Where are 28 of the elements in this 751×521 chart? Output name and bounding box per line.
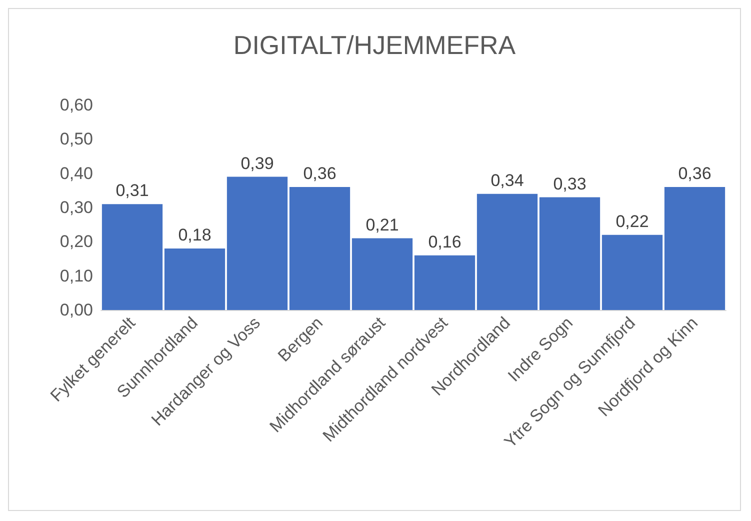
y-tick-label: 0,00 [60,300,93,320]
data-label: 0,33 [553,174,586,194]
data-label: 0,16 [428,232,462,252]
data-label: 0,39 [240,154,274,173]
chart-title: DIGITALT/HJEMMEFRA [233,30,516,60]
data-label: 0,22 [616,212,649,231]
bar [664,187,726,310]
data-label: 0,36 [303,164,336,183]
data-label: 0,34 [490,170,524,190]
data-label: 0,18 [178,226,212,244]
y-tick-label: 0,30 [60,198,93,217]
bar [226,176,288,310]
data-label: 0,36 [678,164,712,183]
y-tick-label: 0,50 [60,130,93,149]
y-tick-label: 0,60 [60,96,93,114]
bar [602,234,663,310]
bar [102,204,163,310]
y-tick-label: 0,40 [60,164,93,183]
bar [414,255,476,310]
bar [352,238,413,310]
bar [476,194,538,310]
y-tick-label: 0,10 [60,266,93,286]
bar [539,197,600,310]
y-tick-label: 0,20 [60,232,93,252]
data-label: 0,31 [116,181,149,200]
bar [289,187,350,310]
bar [164,248,226,310]
data-label: 0,21 [366,215,399,234]
